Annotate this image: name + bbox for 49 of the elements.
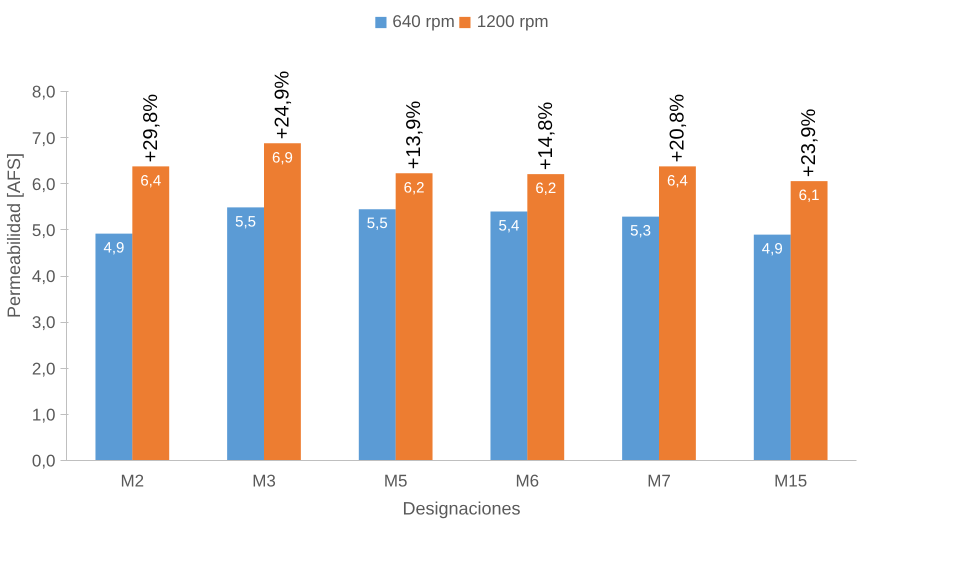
data-label: 5,3 [630, 222, 651, 240]
y-tick-label: 5,0 [32, 220, 56, 240]
legend-label: 1200 rpm [476, 12, 549, 32]
annotation: +14,8% [534, 102, 557, 170]
x-tick-label: M3 [252, 472, 276, 490]
bar [264, 143, 301, 460]
bar [358, 209, 396, 460]
y-axis-title: Permeabilidad [AFS] [4, 152, 24, 318]
y-tick-label: 7,0 [32, 128, 56, 148]
data-label: 5,5 [235, 213, 256, 230]
bar [227, 207, 264, 460]
data-label: 6,1 [798, 187, 820, 204]
annotation: +23,9% [798, 108, 820, 178]
y-tick-label: 1,0 [32, 405, 56, 424]
annotation: +24,9% [271, 70, 294, 140]
data-label: 4,9 [762, 240, 783, 258]
bar [527, 174, 564, 460]
data-label: 5,5 [366, 215, 388, 232]
x-tick-label: M7 [647, 472, 671, 490]
data-label: 6,4 [140, 172, 162, 190]
y-tick-label: 3,0 [32, 313, 56, 332]
y-tick-label: 4,0 [32, 267, 56, 286]
data-label: 4,9 [103, 240, 124, 257]
y-tick-label: 6,0 [32, 174, 56, 194]
y-tick-label: 2,0 [32, 359, 56, 378]
y-tick-label: 0,0 [32, 452, 56, 470]
data-label: 6,9 [272, 149, 293, 166]
bar [95, 234, 132, 460]
bar [790, 181, 828, 460]
x-tick-label: M2 [120, 472, 144, 490]
x-tick-label: M5 [384, 472, 408, 490]
y-tick-label: 8,0 [32, 82, 56, 102]
annotation: +29,8% [140, 94, 162, 162]
data-label: 6,4 [667, 172, 688, 190]
annotation: +20,8% [666, 94, 688, 162]
data-label: 6,2 [535, 180, 556, 198]
legend-label: 640 rpm [392, 12, 455, 32]
data-label: 6,2 [404, 179, 425, 196]
x-tick-label: M15 [774, 472, 808, 490]
x-tick-label: M6 [516, 472, 540, 490]
annotation: +13,9% [403, 100, 426, 170]
bar [132, 166, 170, 460]
bar [490, 212, 528, 460]
bar [622, 216, 659, 460]
bar [754, 234, 791, 460]
data-label: 5,4 [498, 218, 520, 235]
x-axis-title: Designaciones [402, 498, 521, 518]
bar [659, 166, 696, 460]
bar [396, 173, 433, 460]
